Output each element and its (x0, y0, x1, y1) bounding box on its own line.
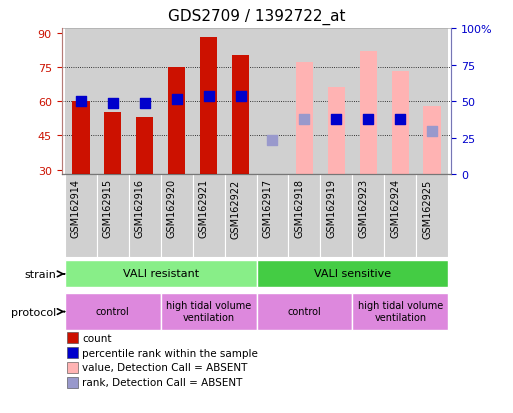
Point (396, 117, 404, 123)
Text: GSM162925: GSM162925 (422, 179, 432, 238)
Point (268, 137, 277, 144)
Text: rank, Detection Call = ABSENT: rank, Detection Call = ABSENT (82, 377, 243, 387)
Bar (352, 29, 384, 175)
Bar (161, 293, 256, 330)
Text: GSM162922: GSM162922 (230, 179, 241, 238)
Text: GSM162916: GSM162916 (134, 179, 145, 238)
Text: GSM162919: GSM162919 (326, 179, 337, 238)
Bar (225, 175, 256, 257)
Text: VALI resistant: VALI resistant (123, 268, 199, 279)
Bar (384, 29, 416, 175)
Bar (295, 63, 313, 175)
Point (364, 117, 372, 123)
Text: GSM162917: GSM162917 (263, 179, 272, 238)
Bar (256, 29, 288, 175)
Bar (65, 293, 161, 330)
Point (205, 94, 213, 100)
Text: high tidal volume
ventilation: high tidal volume ventilation (166, 300, 251, 322)
Bar (72, 102, 90, 175)
Point (141, 101, 149, 107)
Bar (360, 52, 377, 175)
Bar (288, 175, 321, 257)
Text: value, Detection Call = ABSENT: value, Detection Call = ABSENT (82, 363, 247, 373)
Bar (256, 261, 448, 287)
Bar (264, 175, 281, 193)
Text: GSM162923: GSM162923 (359, 179, 368, 238)
Text: GSM162918: GSM162918 (294, 179, 304, 238)
Bar (416, 175, 448, 257)
Text: count: count (82, 333, 112, 343)
Bar (104, 113, 122, 175)
Bar (161, 175, 192, 257)
Bar (65, 261, 256, 287)
Bar (192, 175, 225, 257)
Bar (321, 29, 352, 175)
Point (236, 94, 245, 100)
Bar (192, 29, 225, 175)
Text: GSM162924: GSM162924 (390, 179, 400, 238)
Bar (136, 118, 153, 175)
Text: percentile rank within the sample: percentile rank within the sample (82, 348, 258, 358)
Point (109, 101, 117, 107)
Bar (225, 29, 256, 175)
Text: GSM162920: GSM162920 (167, 179, 176, 238)
Text: GSM162915: GSM162915 (103, 179, 113, 238)
Bar (168, 68, 185, 175)
Bar (352, 175, 384, 257)
Bar (328, 88, 345, 175)
Text: control: control (96, 306, 130, 316)
Text: control: control (288, 306, 321, 316)
Text: strain: strain (25, 269, 56, 279)
Bar (352, 293, 448, 330)
Text: high tidal volume
ventilation: high tidal volume ventilation (358, 300, 443, 322)
Bar (321, 175, 352, 257)
Point (172, 96, 181, 103)
Point (332, 117, 341, 123)
Point (76, 98, 85, 105)
Bar (384, 175, 416, 257)
Bar (256, 175, 288, 257)
Bar (200, 38, 218, 175)
Text: GDS2709 / 1392722_at: GDS2709 / 1392722_at (168, 9, 345, 25)
Text: VALI sensitive: VALI sensitive (314, 268, 391, 279)
Bar (97, 29, 129, 175)
Point (428, 128, 437, 135)
Text: GSM162914: GSM162914 (71, 179, 81, 238)
Bar (65, 175, 97, 257)
Text: GSM162921: GSM162921 (199, 179, 209, 238)
Text: protocol: protocol (11, 307, 56, 317)
Bar (232, 56, 249, 175)
Bar (256, 293, 352, 330)
Bar (161, 29, 192, 175)
Bar (97, 175, 129, 257)
Bar (129, 29, 161, 175)
Bar (416, 29, 448, 175)
Bar (65, 29, 97, 175)
Point (300, 117, 308, 123)
Bar (288, 29, 321, 175)
Bar (423, 107, 441, 175)
Bar (391, 72, 409, 175)
Bar (129, 175, 161, 257)
